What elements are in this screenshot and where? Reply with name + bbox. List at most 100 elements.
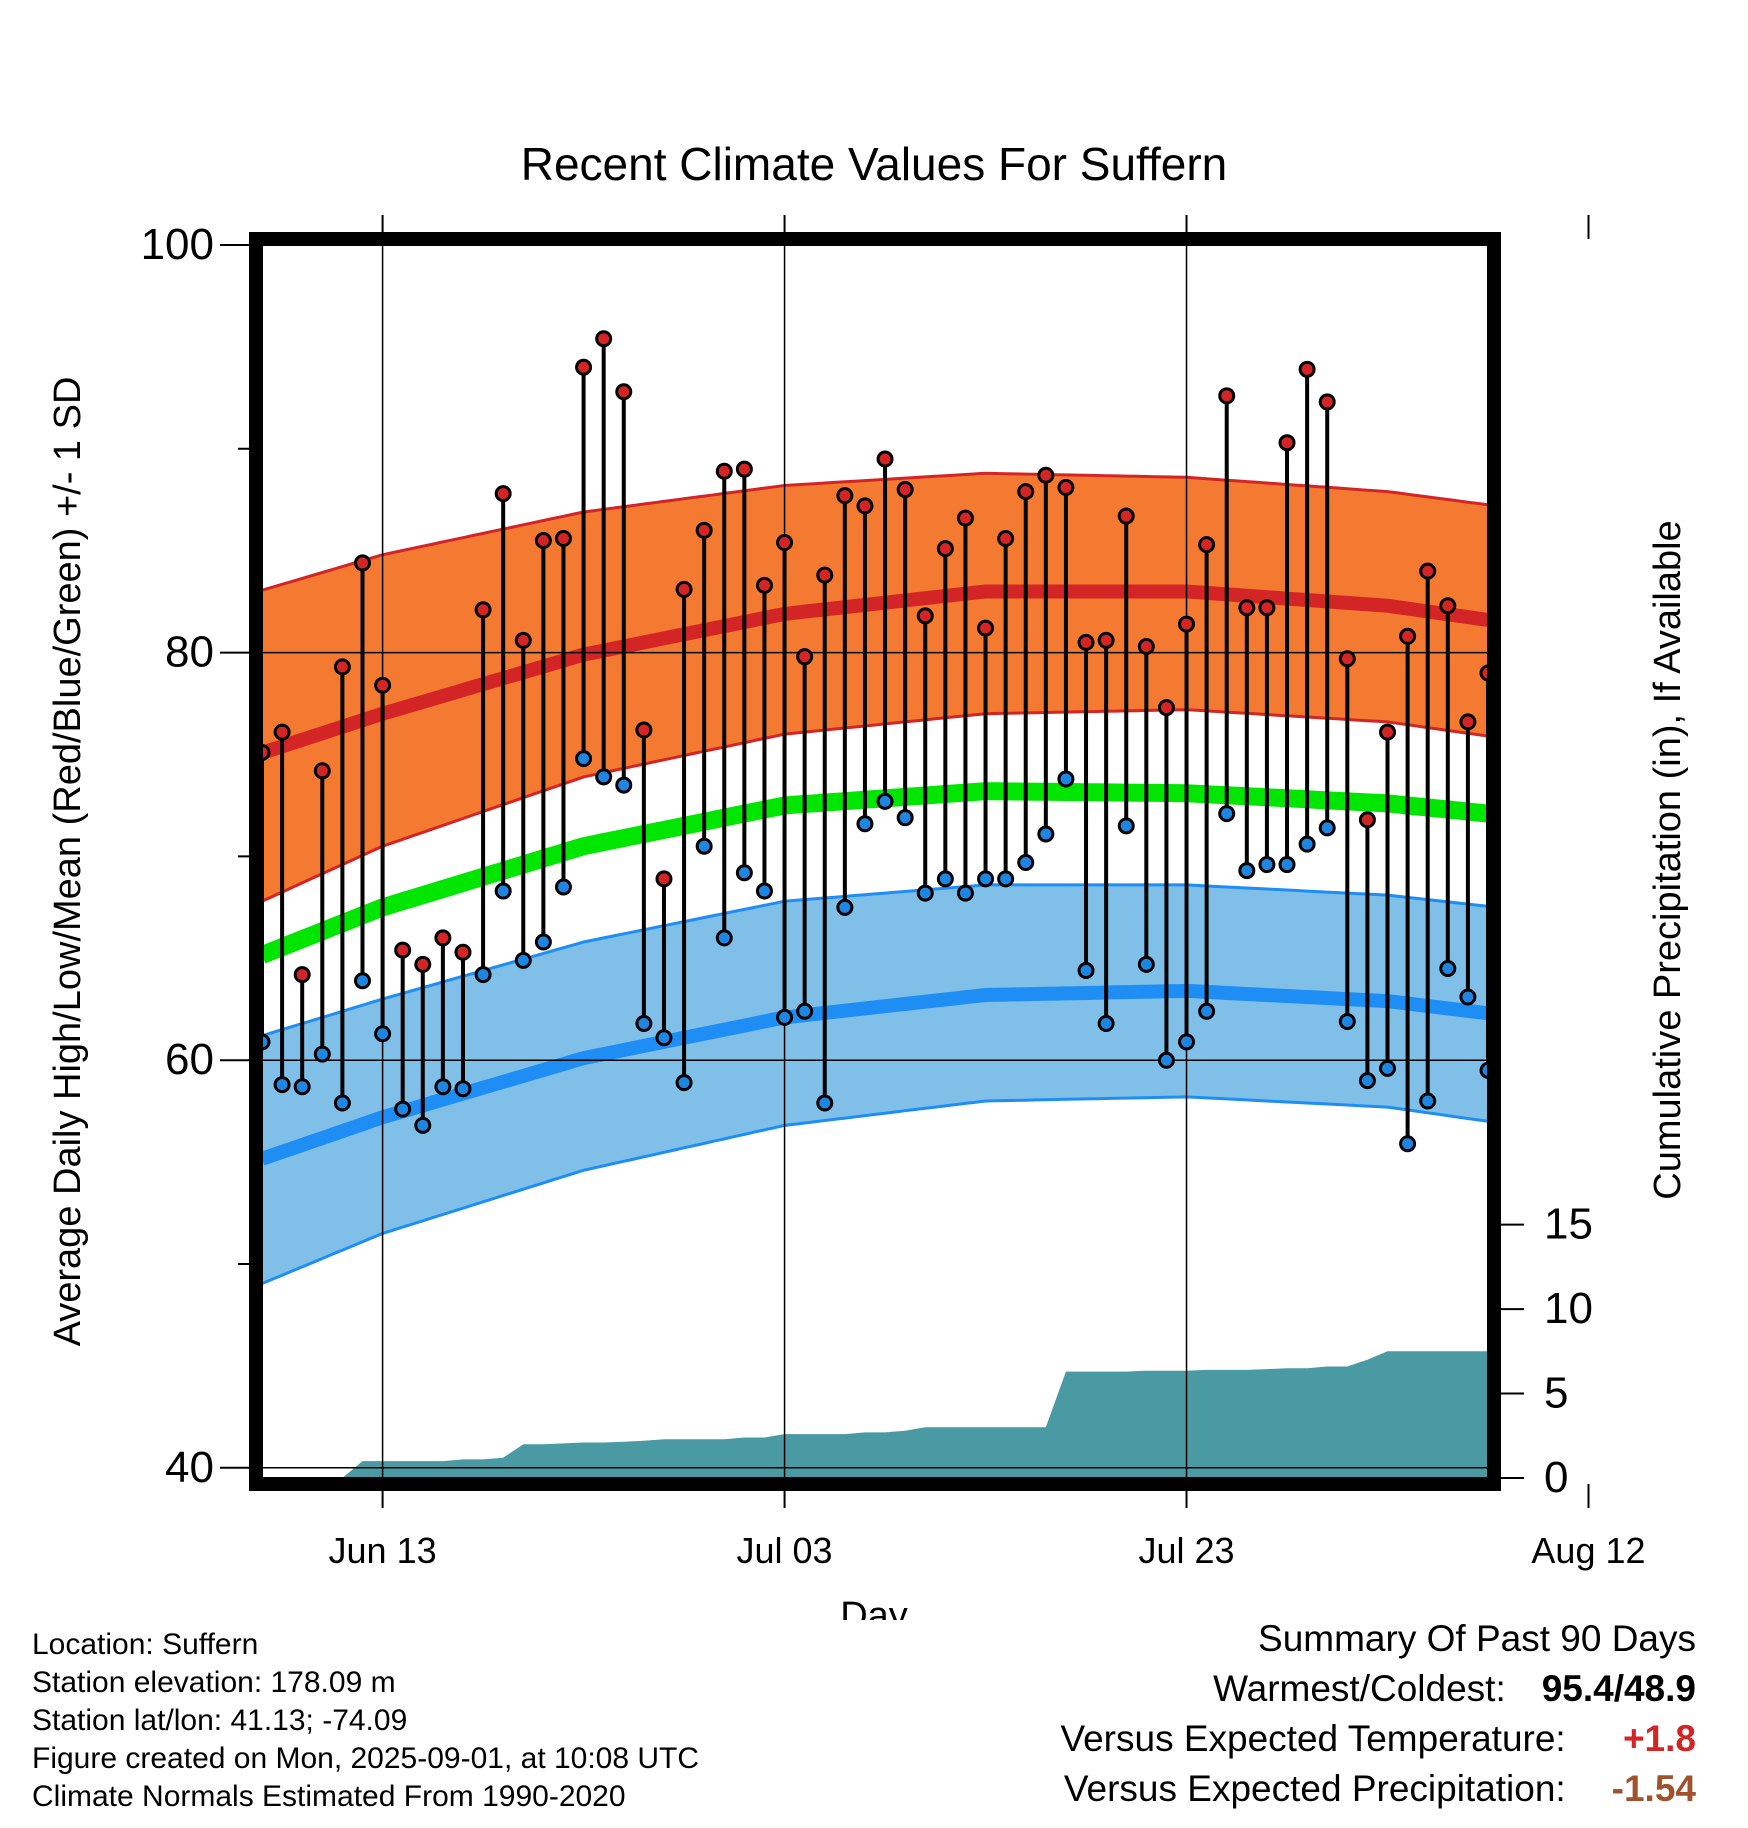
low-point: [997, 870, 1015, 888]
high-point: [1298, 360, 1316, 378]
low-point: [494, 882, 512, 900]
left-tick-label: 60: [165, 1035, 214, 1084]
high-point: [1198, 536, 1216, 554]
low-point: [1521, 1112, 1535, 1126]
high-point: [1479, 664, 1488, 682]
summary-precip: Versus Expected Precipitation: -1.54: [1060, 1764, 1696, 1814]
low-point: [755, 882, 773, 900]
low-point: [474, 966, 492, 984]
high-point: [1459, 713, 1477, 731]
right-axis-label: Cumulative Precipitation (in), If Availa…: [1647, 520, 1689, 1199]
low-point: [856, 815, 874, 833]
low-point: [1258, 856, 1276, 874]
low-point: [1137, 955, 1155, 973]
high-point: [394, 941, 412, 959]
high-point: [273, 723, 291, 741]
high-point: [876, 450, 894, 468]
low-point: [1318, 819, 1336, 837]
high-point: [956, 509, 974, 527]
low-point: [1298, 835, 1316, 853]
low-point: [1278, 856, 1296, 874]
right-tick-label: 5: [1544, 1369, 1568, 1418]
warm-cold-label: Warmest/Coldest:: [1213, 1668, 1506, 1709]
low-point: [1602, 882, 1616, 896]
high-point: [977, 619, 995, 637]
x-tick-label: Jul 03: [737, 1530, 833, 1571]
high-point: [414, 955, 432, 973]
low-point: [1157, 1051, 1175, 1069]
high-point: [615, 383, 633, 401]
low-point: [695, 837, 713, 855]
low-point: [1702, 1027, 1716, 1041]
low-point: [1057, 770, 1075, 788]
low-point: [414, 1116, 432, 1134]
high-point: [916, 607, 934, 625]
high-point: [534, 532, 552, 550]
high-point: [514, 631, 532, 649]
summary-panel: Summary Of Past 90 Days Warmest/Coldest:…: [1060, 1614, 1696, 1814]
low-point: [876, 792, 894, 810]
high-point: [836, 487, 854, 505]
info-location: Location: Suffern: [32, 1628, 259, 1661]
high-point: [1419, 562, 1437, 580]
low-point: [936, 870, 954, 888]
info-created: Figure created on Mon, 2025-09-01, at 10…: [32, 1742, 700, 1775]
low-point: [1479, 1061, 1488, 1079]
high-point: [1742, 847, 1748, 861]
low-point: [1561, 955, 1575, 969]
high-point: [1399, 627, 1417, 645]
low-point: [956, 884, 974, 902]
low-point: [916, 884, 934, 902]
low-point: [1581, 1014, 1595, 1028]
left-tick-label: 80: [165, 628, 214, 677]
low-point: [514, 951, 532, 969]
plot-frame: [249, 232, 1501, 1491]
low-point: [313, 1045, 331, 1063]
high-point: [1057, 479, 1075, 497]
high-point: [1682, 501, 1696, 515]
x-axis-label: Day: [840, 1595, 908, 1620]
summary-warm-cold: Warmest/Coldest: 95.4/48.9: [1060, 1664, 1696, 1714]
high-point: [1501, 642, 1515, 656]
high-point: [1037, 466, 1055, 484]
right-tick-label: 15: [1544, 1200, 1593, 1249]
high-point: [235, 554, 249, 568]
low-point: [454, 1080, 472, 1098]
high-point: [1379, 723, 1397, 741]
high-lower-line: [262, 708, 1488, 903]
high-point: [1702, 727, 1716, 741]
high-point: [796, 648, 814, 666]
left-tick-label: 40: [165, 1443, 214, 1492]
high-point: [735, 460, 753, 478]
climate-chart: Recent Climate Values For Suffern 90Days…: [47, 138, 1748, 1620]
high-point: [896, 481, 914, 499]
high-point: [313, 762, 331, 780]
high-point: [494, 485, 512, 503]
low-point: [836, 898, 854, 916]
high-point: [1137, 637, 1155, 655]
low-point: [175, 1279, 189, 1293]
low-point: [235, 929, 249, 943]
low-point: [333, 1094, 351, 1112]
high-point: [1077, 633, 1095, 651]
precip-label: Versus Expected Precipitation:: [1063, 1768, 1566, 1809]
low-upper-line: [262, 883, 1488, 1038]
high-point: [1358, 811, 1376, 829]
high-point: [1722, 721, 1736, 735]
high-point: [175, 680, 189, 694]
low-point: [1439, 959, 1457, 977]
high-point: [575, 358, 593, 376]
high-point: [333, 658, 351, 676]
low-point: [1379, 1059, 1397, 1077]
low-point: [262, 1033, 271, 1051]
x-tick-label: Jul 23: [1138, 1530, 1234, 1571]
high-point: [215, 454, 229, 468]
low-point: [896, 809, 914, 827]
high-point: [474, 601, 492, 619]
low-point: [615, 776, 633, 794]
low-point: [816, 1094, 834, 1112]
info-latlon: Station lat/lon: 41.13; -74.09: [32, 1704, 408, 1737]
low-point: [796, 1002, 814, 1020]
